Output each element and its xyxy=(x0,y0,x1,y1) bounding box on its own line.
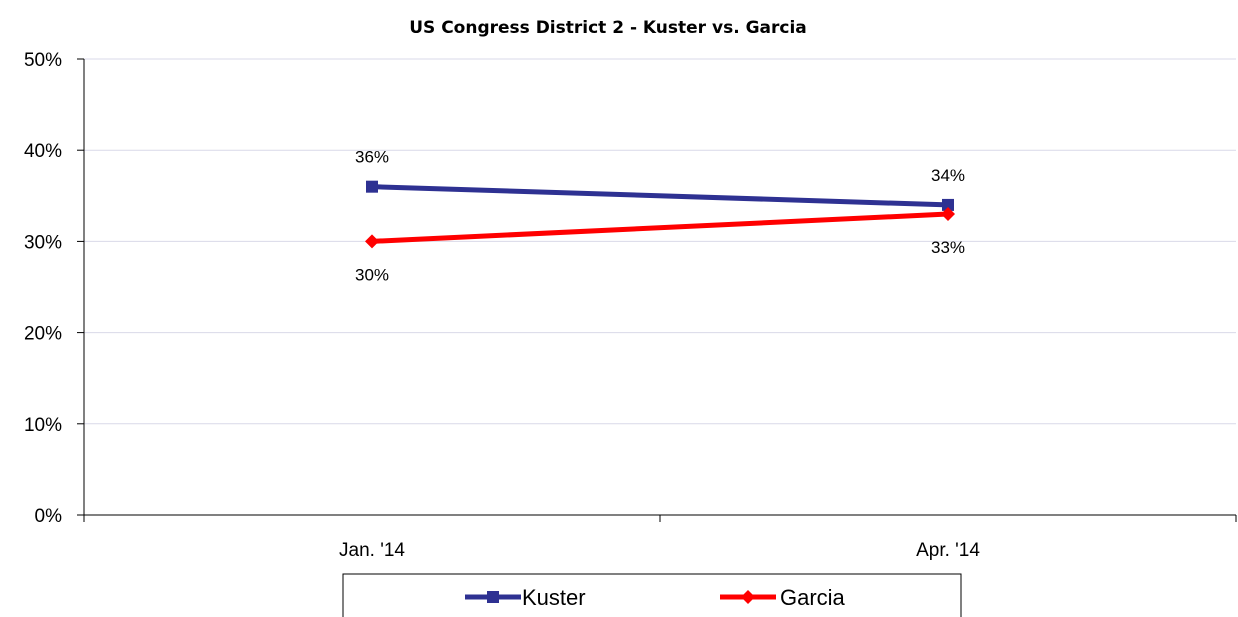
chart-title: US Congress District 2 - Kuster vs. Garc… xyxy=(409,18,807,38)
x-tick-label: Jan. '14 xyxy=(339,540,405,561)
legend-box xyxy=(342,573,962,617)
y-tick-label: 10% xyxy=(24,415,62,436)
kuster-line xyxy=(371,184,949,208)
kuster-marker xyxy=(366,180,378,193)
kuster-legend-marker xyxy=(487,591,499,603)
kuster-data-label: 34% xyxy=(931,166,965,185)
garcia-marker xyxy=(365,234,379,249)
y-tick-label: 0% xyxy=(35,506,63,527)
legend: Kuster Garcia xyxy=(342,573,962,617)
garcia-legend-marker xyxy=(741,590,755,604)
y-tick-label: 50% xyxy=(24,50,62,71)
y-tick-label: 30% xyxy=(24,232,62,253)
kuster-data-label: 36% xyxy=(355,148,389,167)
kuster-marker xyxy=(942,198,954,211)
kuster-legend-label: Kuster xyxy=(522,585,586,610)
garcia-data-label: 33% xyxy=(931,238,965,257)
garcia-legend-label: Garcia xyxy=(780,585,846,610)
garcia-line xyxy=(371,211,949,244)
garcia-data-label: 30% xyxy=(355,265,389,284)
y-tick-label: 40% xyxy=(24,141,62,162)
garcia-marker xyxy=(941,207,955,222)
y-tick-label: 20% xyxy=(24,324,62,345)
x-tick-label: Apr. '14 xyxy=(916,540,980,561)
